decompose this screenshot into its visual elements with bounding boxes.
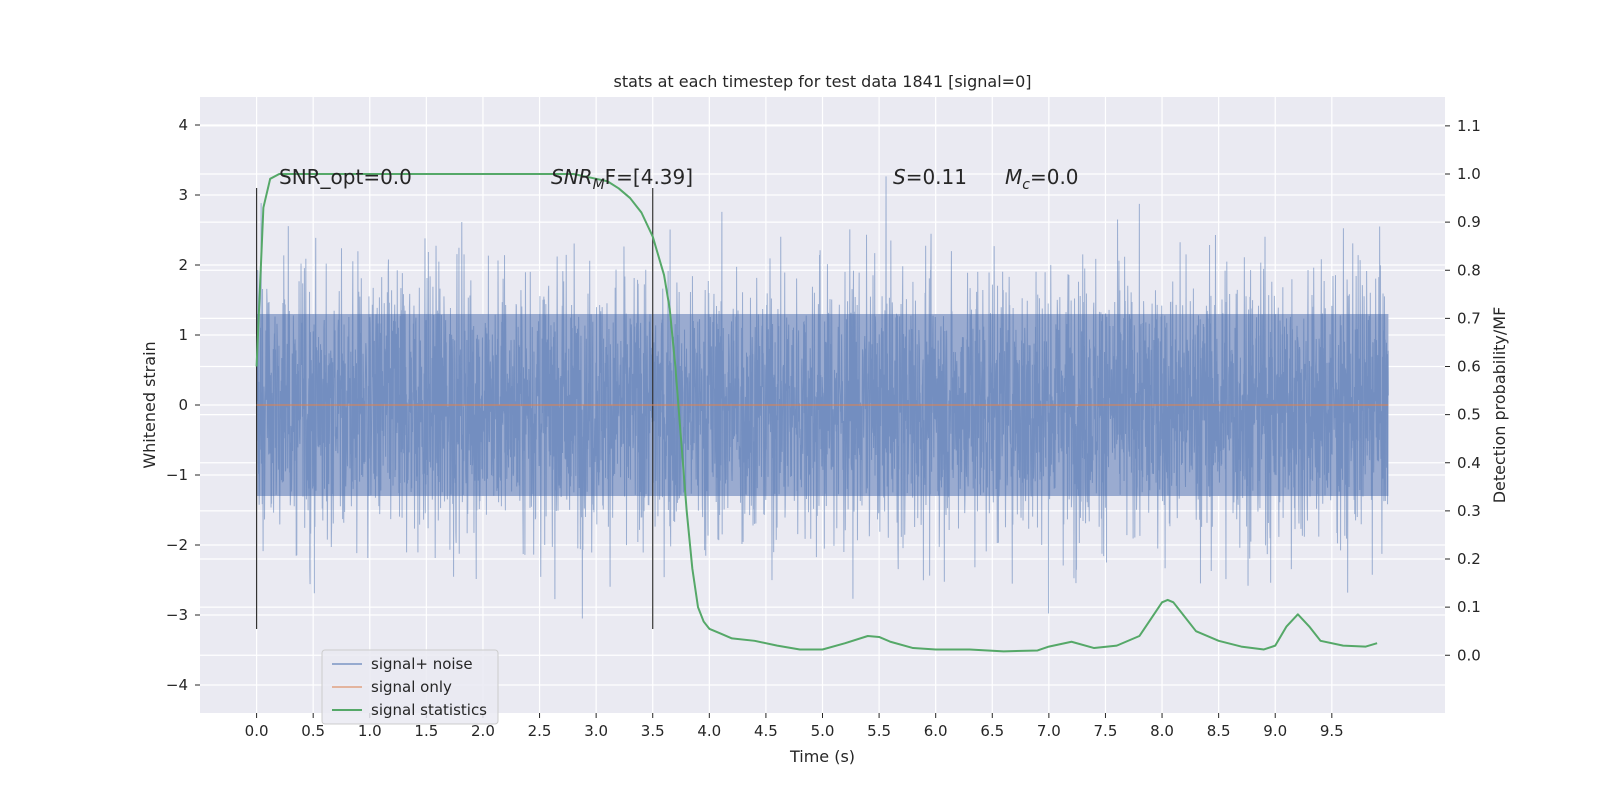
- y2-tick-label-6: 0.5: [1457, 406, 1481, 424]
- x-tick-label-17: 8.5: [1207, 722, 1231, 740]
- annotation-s: S=0.11: [893, 165, 967, 189]
- x-tick-label-0: 0.0: [245, 722, 269, 740]
- annotation-s-rest: =0.11: [906, 165, 967, 189]
- x-tick-label-1: 0.5: [301, 722, 325, 740]
- x-tick-label-15: 7.5: [1094, 722, 1118, 740]
- annotation-snr-mf-rest: F=[4.39]: [605, 165, 693, 189]
- x-tick-label-4: 2.0: [471, 722, 495, 740]
- y2-tick-label-7: 0.4: [1457, 454, 1481, 472]
- y-tick-label-7: −3: [166, 606, 188, 624]
- y-tick-label-1: 3: [178, 186, 188, 204]
- annotation-mc-main: M: [1005, 165, 1022, 189]
- y-tick-label-6: −2: [166, 536, 188, 554]
- chart-title: stats at each timestep for test data 184…: [613, 72, 1031, 91]
- y-tick-label-3: 1: [178, 326, 188, 344]
- y2-tick-label-10: 0.1: [1457, 598, 1481, 616]
- series-signal-noise: [256, 176, 1389, 619]
- x-tick-label-8: 4.0: [697, 722, 721, 740]
- y-tick-label-0: 4: [178, 116, 188, 134]
- annotation-mc-sub: c: [1022, 177, 1030, 193]
- x-tick-label-5: 2.5: [528, 722, 552, 740]
- annotation-snr-mf-sub: M: [593, 177, 605, 193]
- annotation-s-main: S: [893, 165, 906, 189]
- x-tick-label-7: 3.5: [641, 722, 665, 740]
- x-tick-label-19: 9.5: [1320, 722, 1344, 740]
- series-lines: [255, 173, 1389, 653]
- legend-label-0: signal+ noise: [371, 655, 473, 673]
- y-tick-label-8: −4: [166, 676, 188, 694]
- y-tick-label-4: 0: [178, 396, 188, 414]
- x-tick-label-14: 7.0: [1037, 722, 1061, 740]
- y2-tick-label-8: 0.3: [1457, 502, 1481, 520]
- legend-box: [321, 649, 499, 725]
- annotation-snr-mf-main: SNR: [551, 165, 593, 189]
- x-tick-label-6: 3.0: [584, 722, 608, 740]
- y2-tick-label-9: 0.2: [1457, 550, 1481, 568]
- y2-tick-label-11: 0.0: [1457, 646, 1481, 664]
- annotation-snr-mf: SNRMF=[4.39]: [551, 165, 693, 193]
- x-tick-label-13: 6.5: [980, 722, 1004, 740]
- y2-tick-label-3: 0.8: [1457, 261, 1481, 279]
- legend-label-1: signal only: [371, 678, 452, 696]
- annotation-mc: Mc=0.0: [1005, 165, 1079, 193]
- legend: signal+ noise signal only signal statistic…: [321, 649, 499, 725]
- y-tick-label-5: −1: [166, 466, 188, 484]
- x-tick-label-2: 1.0: [358, 722, 382, 740]
- annotation-mc-rest: =0.0: [1030, 165, 1079, 189]
- y-tick-label-2: 2: [178, 256, 188, 274]
- vertical-markers: [255, 188, 654, 629]
- x-tick-label-16: 8.0: [1150, 722, 1174, 740]
- axes: 0.0 0.5 1.0 1.5 2.0 2.5 3.0 3.5 4.0 4.5 5.0 5.5 6.0 6…: [166, 116, 1481, 740]
- y2-tick-label-1: 1.0: [1457, 165, 1481, 183]
- y2-tick-label-2: 0.9: [1457, 213, 1481, 231]
- x-tick-label-9: 4.5: [754, 722, 778, 740]
- y2-tick-label-0: 1.1: [1457, 117, 1481, 135]
- x-tick-label-11: 5.5: [867, 722, 891, 740]
- y2-tick-label-5: 0.6: [1457, 358, 1481, 376]
- x-tick-label-3: 1.5: [414, 722, 438, 740]
- y2-tick-label-4: 0.7: [1457, 309, 1481, 327]
- x-axis-label: Time (s): [789, 747, 855, 766]
- x-tick-label-12: 6.0: [924, 722, 948, 740]
- legend-label-2: signal statistics: [371, 701, 487, 719]
- y2-axis-label: Detection probability/MF: [1490, 307, 1509, 504]
- series-signal-statistics: [255, 173, 1378, 653]
- x-tick-label-10: 5.0: [811, 722, 835, 740]
- x-tick-label-18: 9.0: [1263, 722, 1287, 740]
- annotation-snr-opt: SNR_opt=0.0: [279, 165, 412, 189]
- y-axis-label: Whitened strain: [140, 341, 159, 468]
